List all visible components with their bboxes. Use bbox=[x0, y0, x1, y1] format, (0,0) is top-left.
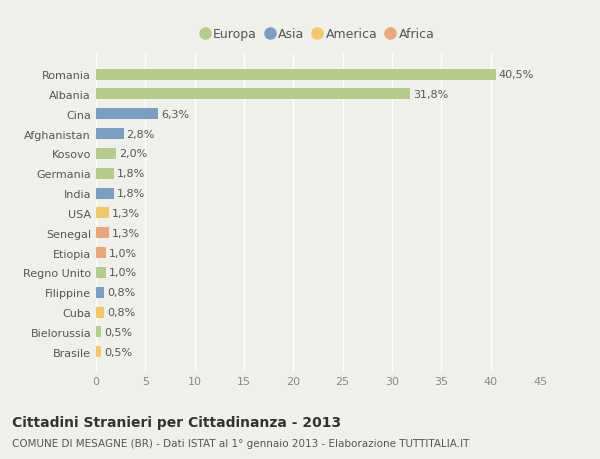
Bar bbox=[96, 208, 109, 219]
Text: 0,8%: 0,8% bbox=[107, 308, 135, 317]
Bar bbox=[96, 327, 101, 338]
Bar bbox=[96, 188, 114, 199]
Text: 31,8%: 31,8% bbox=[413, 90, 448, 100]
Bar bbox=[96, 89, 410, 100]
Text: 1,0%: 1,0% bbox=[109, 248, 137, 258]
Text: 0,5%: 0,5% bbox=[104, 347, 132, 357]
Bar bbox=[96, 247, 106, 258]
Legend: Europa, Asia, America, Africa: Europa, Asia, America, Africa bbox=[197, 23, 439, 46]
Text: 1,0%: 1,0% bbox=[109, 268, 137, 278]
Bar bbox=[96, 267, 106, 278]
Bar bbox=[96, 109, 158, 120]
Text: 6,3%: 6,3% bbox=[161, 110, 189, 119]
Bar bbox=[96, 287, 104, 298]
Text: 2,0%: 2,0% bbox=[119, 149, 147, 159]
Text: 1,8%: 1,8% bbox=[117, 169, 145, 179]
Bar bbox=[96, 129, 124, 140]
Text: 2,8%: 2,8% bbox=[127, 129, 155, 139]
Bar bbox=[96, 228, 109, 239]
Text: 1,8%: 1,8% bbox=[117, 189, 145, 199]
Text: 40,5%: 40,5% bbox=[499, 70, 534, 80]
Bar bbox=[96, 307, 104, 318]
Bar bbox=[96, 69, 496, 80]
Bar bbox=[96, 347, 101, 358]
Text: 0,5%: 0,5% bbox=[104, 327, 132, 337]
Text: 1,3%: 1,3% bbox=[112, 208, 140, 218]
Text: 0,8%: 0,8% bbox=[107, 288, 135, 297]
Bar bbox=[96, 168, 114, 179]
Bar bbox=[96, 149, 116, 160]
Text: Cittadini Stranieri per Cittadinanza - 2013: Cittadini Stranieri per Cittadinanza - 2… bbox=[12, 415, 341, 429]
Text: 1,3%: 1,3% bbox=[112, 228, 140, 238]
Text: COMUNE DI MESAGNE (BR) - Dati ISTAT al 1° gennaio 2013 - Elaborazione TUTTITALIA: COMUNE DI MESAGNE (BR) - Dati ISTAT al 1… bbox=[12, 438, 469, 448]
